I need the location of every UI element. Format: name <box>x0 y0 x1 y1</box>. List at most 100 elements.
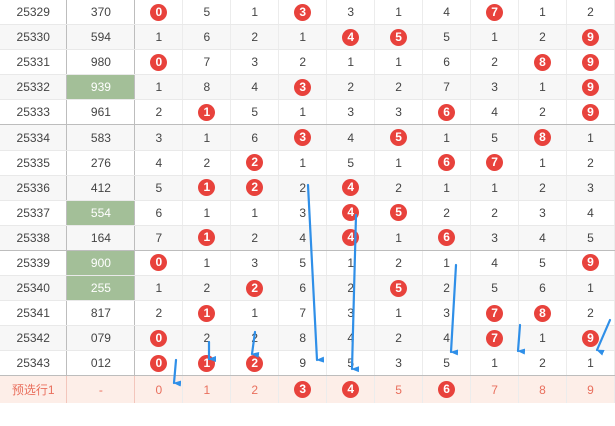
preselect-value: 5 <box>395 382 402 397</box>
miss-value: 5 <box>587 230 594 245</box>
preselect-value: 2 <box>251 382 259 397</box>
miss-value: 1 <box>587 281 594 296</box>
preselect-row[interactable]: 预选行1- 0 1 2 3 4 5 6 7 8 9 <box>0 375 615 404</box>
hit-ball: 0 <box>150 329 168 347</box>
miss-value: 7 <box>443 80 450 95</box>
hit-ball: 4 <box>342 179 360 197</box>
digit-cell-4: 4 <box>326 325 376 352</box>
digit-cell-7: 4 <box>470 250 520 277</box>
winning-number: 412 <box>66 175 136 201</box>
hit-ball: 1 <box>198 354 216 372</box>
miss-value: 2 <box>203 331 211 346</box>
digit-cell-2: 2 <box>230 150 280 176</box>
issue-number: 25339 <box>0 250 68 277</box>
preselect-digit-6[interactable]: 6 <box>422 375 472 404</box>
hit-ball: 0 <box>150 3 168 21</box>
draw-row: 25332 939 1 8 4 3 2 2 7 3 1 9 <box>0 74 615 101</box>
miss-value: 1 <box>491 356 498 371</box>
hit-ball: 9 <box>581 78 599 96</box>
digit-cell-8: 6 <box>518 275 567 302</box>
digit-cell-4: 2 <box>326 275 376 302</box>
digit-cell-9: 2 <box>566 150 615 176</box>
digit-cell-6: 6 <box>422 49 472 76</box>
preselect-digit-1[interactable]: 1 <box>182 375 232 404</box>
hit-ball: 3 <box>294 3 312 21</box>
digit-cell-5: 5 <box>374 275 424 302</box>
miss-value: 3 <box>251 55 259 70</box>
digit-cell-9: 3 <box>566 175 615 201</box>
miss-value: 5 <box>491 281 498 296</box>
miss-value: 1 <box>299 105 307 120</box>
hit-ball: 8 <box>533 53 551 71</box>
hit-ball: 6 <box>438 154 456 172</box>
preselect-digit-2[interactable]: 2 <box>230 375 280 404</box>
digit-cell-1: 1 <box>182 300 232 327</box>
hit-ball: 4 <box>342 28 360 46</box>
preselect-digit-5[interactable]: 5 <box>374 375 424 404</box>
digit-cell-0: 0 <box>134 49 184 76</box>
digit-cell-5: 5 <box>374 124 424 151</box>
digit-cell-2: 2 <box>230 350 280 377</box>
digit-cell-9: 1 <box>566 350 615 377</box>
digit-cell-1: 1 <box>182 99 232 126</box>
hit-ball: 1 <box>198 304 216 322</box>
digit-cell-4: 4 <box>326 24 376 51</box>
digit-cell-5: 2 <box>374 250 424 277</box>
digit-cell-9: 1 <box>566 124 615 151</box>
miss-value: 2 <box>251 230 259 245</box>
draw-row: 25339 900 0 1 3 5 1 2 1 4 5 9 <box>0 250 615 277</box>
preselect-digit-8[interactable]: 8 <box>518 375 567 404</box>
miss-value: 4 <box>347 331 355 346</box>
digit-cell-9: 1 <box>566 275 615 302</box>
preselect-digit-4[interactable]: 4 <box>326 375 376 404</box>
hit-ball: 1 <box>198 229 216 247</box>
digit-cell-6: 3 <box>422 300 472 327</box>
miss-value: 3 <box>347 306 355 321</box>
miss-value: 3 <box>299 205 307 220</box>
preselect-digit-7[interactable]: 7 <box>470 375 520 404</box>
digit-cell-9: 9 <box>566 24 615 51</box>
digit-cell-9: 9 <box>566 74 615 101</box>
hit-ball: 9 <box>581 53 599 71</box>
miss-value: 3 <box>347 105 355 120</box>
digit-cell-7: 7 <box>470 0 520 26</box>
digit-cell-7: 7 <box>470 300 520 327</box>
digit-cell-6: 1 <box>422 124 472 151</box>
draw-row: 25331 980 0 7 3 2 1 1 6 2 8 9 <box>0 49 615 76</box>
selected-ball: 3 <box>294 381 312 399</box>
miss-value: 2 <box>251 331 259 346</box>
digit-cell-4: 3 <box>326 99 376 126</box>
digit-cell-4: 2 <box>326 74 376 101</box>
miss-value: 1 <box>395 306 402 321</box>
hit-ball: 1 <box>198 179 216 197</box>
miss-value: 4 <box>443 331 450 346</box>
miss-value: 2 <box>539 180 546 195</box>
miss-value: 1 <box>539 331 546 346</box>
draw-row: 25336 412 5 1 2 2 4 2 1 1 2 3 <box>0 175 615 201</box>
preselect-digit-9[interactable]: 9 <box>566 375 615 404</box>
digit-cell-6: 4 <box>422 325 472 352</box>
miss-value: 3 <box>491 230 498 245</box>
miss-value: 3 <box>395 356 402 371</box>
digit-cell-2: 6 <box>230 124 280 151</box>
miss-value: 6 <box>203 30 211 45</box>
miss-value: 3 <box>347 5 355 20</box>
digit-cell-4: 4 <box>326 124 376 151</box>
miss-value: 2 <box>347 281 355 296</box>
miss-value: 1 <box>443 255 450 270</box>
miss-value: 1 <box>347 55 355 70</box>
digit-cell-5: 1 <box>374 150 424 176</box>
digit-cell-6: 2 <box>422 275 472 302</box>
winning-number: 012 <box>66 350 136 377</box>
digit-cell-2: 3 <box>230 250 280 277</box>
issue-number: 25340 <box>0 275 68 302</box>
miss-value: 2 <box>395 80 402 95</box>
miss-value: 2 <box>587 5 594 20</box>
draw-row: 25329 370 0 5 1 3 3 1 4 7 1 2 <box>0 0 615 26</box>
hit-ball: 5 <box>390 279 408 297</box>
preselect-digit-3[interactable]: 3 <box>278 375 328 404</box>
miss-value: 4 <box>491 105 498 120</box>
preselect-digit-0[interactable]: 0 <box>134 375 184 404</box>
miss-value: 1 <box>155 80 163 95</box>
digit-cell-9: 9 <box>566 250 615 277</box>
